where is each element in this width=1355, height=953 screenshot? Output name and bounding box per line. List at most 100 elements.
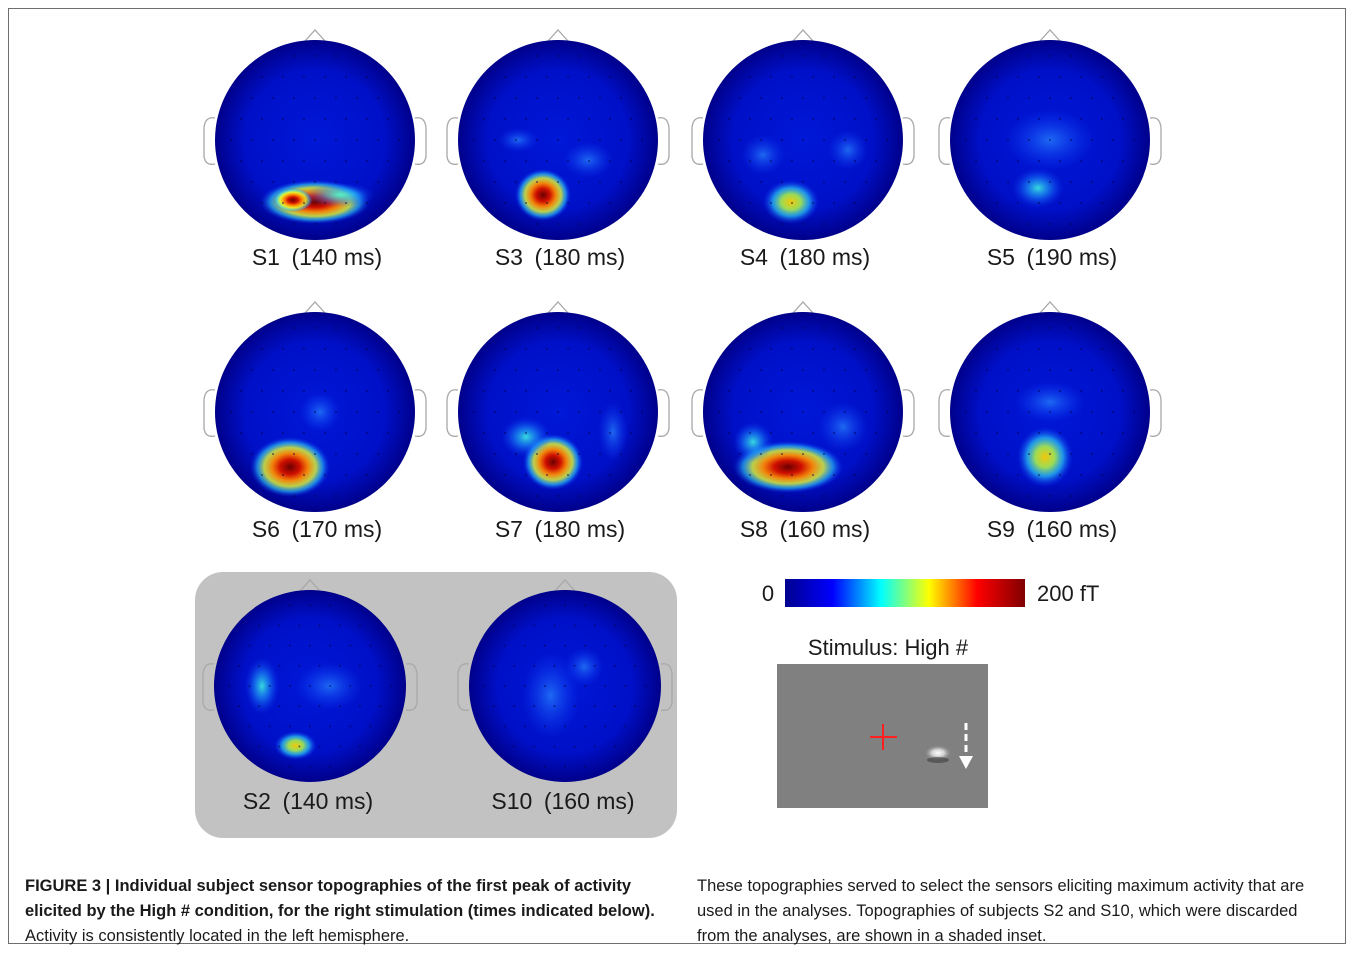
sensor-dot: [1017, 202, 1019, 204]
sensor-dot: [492, 664, 495, 667]
sensor-dot: [251, 369, 253, 371]
sensor-dot: [1028, 411, 1030, 413]
sensor-dot: [1070, 411, 1072, 413]
sensor-dot: [604, 725, 607, 728]
sensor-dot: [356, 181, 358, 183]
sensor-dot: [366, 474, 368, 476]
sensor-dot: [1007, 411, 1009, 413]
ear-outline: [203, 389, 216, 437]
activity-blob: [563, 142, 613, 178]
sensor-dot: [564, 725, 566, 728]
nose-outline: [792, 301, 814, 314]
sensor-dot: [1017, 348, 1019, 350]
sensor-dot: [258, 705, 261, 708]
sensor-dot: [536, 139, 538, 141]
sensor-dot: [525, 160, 527, 162]
sensor-dot: [358, 624, 361, 627]
sensor-dot: [812, 118, 814, 120]
sensor-dot: [739, 411, 741, 413]
gabor-patch: [924, 745, 952, 761]
sensor-dot: [1007, 369, 1009, 371]
sensor-dot: [377, 139, 379, 141]
sensor-dot: [251, 181, 253, 183]
ear-outline: [691, 117, 704, 165]
sensor-dot: [996, 160, 998, 162]
sensor-dot: [503, 644, 506, 647]
sensor-dot: [812, 202, 814, 204]
activity-blob: [498, 128, 538, 152]
sensor-dot: [494, 411, 496, 413]
sensor-dot: [1028, 97, 1030, 99]
sensor-dot: [546, 160, 548, 162]
sensor-dot: [230, 411, 232, 413]
sensor-dot: [268, 685, 271, 687]
sensor-dot: [1059, 160, 1061, 162]
sensor-dot: [578, 495, 580, 497]
sensor-dot: [513, 664, 516, 667]
sensor-dot: [791, 160, 793, 162]
sensor-dot: [1091, 453, 1093, 455]
sensor-dot: [377, 453, 379, 455]
sensor-dot: [553, 745, 556, 748]
sensor-dot: [533, 705, 536, 708]
sensor-dot: [536, 495, 538, 497]
sensor-dot: [288, 644, 291, 647]
sensor-dot: [986, 411, 988, 413]
sensor-dot: [335, 495, 337, 497]
sensor-dot: [525, 76, 527, 78]
sensor-dot: [248, 685, 251, 687]
sensor-dot: [965, 411, 967, 413]
sensor-dot: [812, 474, 814, 476]
sensor-dot: [770, 118, 772, 120]
sensor-dot: [338, 624, 341, 627]
sensor-dot: [1028, 223, 1030, 225]
sensor-dot: [728, 432, 730, 434]
sensor-dot: [261, 390, 263, 392]
sensor-dot: [303, 390, 305, 392]
sensor-dot: [823, 223, 825, 225]
sensor-dot: [515, 97, 517, 99]
sensor-dot: [282, 390, 284, 392]
sensor-dot: [240, 118, 242, 120]
sensor-dot: [584, 725, 587, 728]
sensor-dot: [1080, 76, 1082, 78]
sensor-dot: [1070, 97, 1072, 99]
sensor-dot: [802, 223, 804, 225]
sensor-dot: [1049, 223, 1051, 225]
sensor-dot: [975, 390, 977, 392]
activity-blob: [250, 437, 330, 497]
sensor-dot: [557, 453, 559, 455]
sensor-dot: [593, 745, 596, 748]
sensor-dot: [324, 118, 326, 120]
sensor-dot: [329, 765, 332, 768]
panel-label: S8 (160 ms): [740, 516, 870, 542]
sensor-dot: [1017, 76, 1019, 78]
sensor-dot: [833, 202, 835, 204]
sensor-dot: [349, 685, 352, 687]
sensor-dot: [573, 664, 576, 667]
nose-outline: [547, 301, 569, 314]
sensor-dot: [1059, 202, 1061, 204]
sensor-dot: [1101, 202, 1103, 204]
sensor-dot: [1038, 432, 1040, 434]
sensor-dot: [781, 453, 783, 455]
sensor-dot: [1112, 411, 1114, 413]
sensor-dot: [823, 411, 825, 413]
activity-blob: [763, 180, 819, 224]
sensor-dot: [543, 685, 546, 687]
sensor-dot: [329, 685, 332, 687]
sensor-dot: [1038, 390, 1040, 392]
sensor-dot: [833, 474, 835, 476]
sensor-dot: [293, 327, 295, 329]
sensor-dot: [309, 765, 311, 768]
sensor-dot: [282, 474, 284, 476]
sensor-dot: [1112, 369, 1114, 371]
sensor-dot: [358, 664, 361, 667]
sensor-dot: [802, 55, 804, 57]
sensor-dot: [1049, 453, 1051, 455]
nose-outline: [299, 579, 321, 592]
sensor-dot: [844, 453, 846, 455]
sensor-dot: [515, 139, 517, 141]
sensor-dot: [588, 474, 590, 476]
sensor-dot: [1112, 453, 1114, 455]
